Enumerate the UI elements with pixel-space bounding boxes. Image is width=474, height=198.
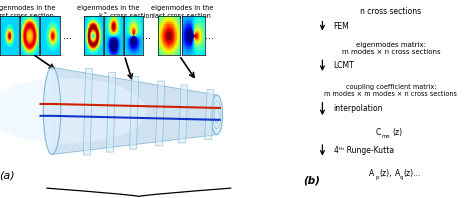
Text: a: a bbox=[103, 11, 106, 15]
Polygon shape bbox=[106, 72, 116, 152]
Text: eigenmodes in the: eigenmodes in the bbox=[0, 5, 56, 11]
Text: mn: mn bbox=[382, 134, 390, 139]
Polygon shape bbox=[179, 85, 188, 143]
Text: interpolation: interpolation bbox=[334, 104, 383, 113]
Text: eigenmodes in the: eigenmodes in the bbox=[77, 5, 140, 11]
Text: first cross section: first cross section bbox=[0, 13, 54, 19]
Text: (z)...: (z)... bbox=[404, 169, 421, 178]
Text: eigenmodes matrix:
m modes × n cross sections: eigenmodes matrix: m modes × n cross sec… bbox=[341, 42, 440, 55]
Text: 4ᵗʰ Runge-Kutta: 4ᵗʰ Runge-Kutta bbox=[334, 146, 393, 155]
Text: (b): (b) bbox=[303, 176, 320, 186]
Text: LCMT: LCMT bbox=[334, 61, 354, 70]
Polygon shape bbox=[83, 69, 92, 155]
Polygon shape bbox=[52, 67, 217, 154]
Ellipse shape bbox=[43, 67, 61, 154]
Text: A: A bbox=[369, 169, 374, 178]
Text: p: p bbox=[375, 175, 378, 180]
Polygon shape bbox=[155, 81, 165, 146]
Text: coupling coefficient matrix:
m modes × m modes × n cross sections: coupling coefficient matrix: m modes × m… bbox=[324, 84, 457, 97]
Text: FEM: FEM bbox=[334, 22, 349, 30]
Text: (z): (z) bbox=[392, 128, 403, 137]
Text: cross section: cross section bbox=[109, 13, 154, 19]
Ellipse shape bbox=[211, 95, 223, 135]
Text: C: C bbox=[376, 128, 381, 137]
Text: ...: ... bbox=[205, 31, 214, 41]
Text: q: q bbox=[400, 175, 403, 180]
Text: A: A bbox=[394, 169, 400, 178]
Text: (z),: (z), bbox=[380, 169, 392, 178]
Text: ...: ... bbox=[142, 31, 151, 41]
Text: (a): (a) bbox=[0, 170, 15, 180]
Polygon shape bbox=[205, 89, 214, 140]
Ellipse shape bbox=[0, 78, 146, 144]
Text: last cross section: last cross section bbox=[153, 13, 211, 19]
Text: ...: ... bbox=[64, 31, 73, 41]
Text: k: k bbox=[99, 13, 103, 19]
Polygon shape bbox=[129, 76, 139, 149]
Text: n cross sections: n cross sections bbox=[360, 7, 421, 16]
Text: eigenmodes in the: eigenmodes in the bbox=[151, 5, 213, 11]
